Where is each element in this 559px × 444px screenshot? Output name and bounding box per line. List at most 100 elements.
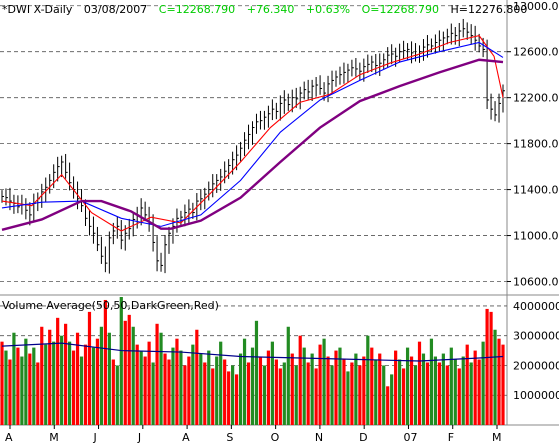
volume-bar: [52, 341, 56, 425]
volume-bar: [441, 353, 445, 425]
volume-bar: [290, 353, 294, 425]
volume-bar: [266, 350, 271, 425]
volume-bar: [457, 368, 461, 425]
volume-bar: [370, 347, 374, 425]
volume-bar: [231, 365, 235, 425]
volume-bar: [8, 359, 12, 425]
volume-bar: [346, 371, 350, 425]
price-tick-label: 12600.00: [513, 46, 559, 59]
volume-tick-label: 3000000: [513, 330, 559, 343]
volume-bar: [75, 332, 80, 425]
volume-bar: [386, 386, 390, 425]
volume-bar: [417, 341, 422, 425]
volume-bar: [159, 332, 163, 425]
x-tick-label: M: [492, 431, 502, 444]
volume-bar: [99, 326, 104, 425]
volume-bar: [115, 365, 119, 425]
ma-slow-line: [1, 58, 504, 231]
volume-bar: [366, 335, 370, 425]
volume-bar: [219, 341, 223, 425]
x-tick-label: F: [448, 431, 454, 444]
volume-bar: [481, 341, 485, 425]
volume-bar: [60, 335, 64, 425]
volume-bar: [493, 329, 497, 425]
volume-bar: [262, 365, 267, 425]
x-tick-label: O: [271, 431, 280, 444]
volume-bar: [302, 347, 306, 425]
date-label: 03/08/2007: [84, 3, 147, 16]
chart-header: *DWI X-Daily 03/08/2007 C=12268.790 +76.…: [2, 3, 527, 16]
volume-bar: [167, 359, 171, 425]
volume-bar: [374, 359, 378, 425]
volume-bar: [28, 353, 32, 425]
volume-bar: [294, 365, 298, 425]
volume-bar: [195, 329, 199, 425]
volume-bar: [282, 362, 286, 425]
volume-bar: [215, 356, 219, 425]
volume-bar: [123, 320, 127, 425]
volume-bar: [238, 353, 243, 425]
volume-bar: [20, 356, 24, 425]
volume-bar: [270, 341, 274, 425]
volume-bar: [378, 353, 382, 425]
volume-bar: [250, 347, 255, 425]
volume-bar: [32, 347, 36, 425]
price-tick-label: 10600.00: [513, 276, 559, 289]
volume-bar: [107, 332, 111, 425]
volume-bar: [187, 356, 191, 425]
x-tick-label: A: [5, 431, 13, 444]
volume-bar: [445, 365, 449, 425]
volume-bar: [501, 344, 505, 425]
volume-bar: [87, 311, 92, 425]
x-tick-label: J: [137, 431, 141, 444]
volume-bar: [135, 344, 139, 425]
pct-label: +0.63%: [306, 3, 350, 16]
x-tick-label: M: [49, 431, 59, 444]
volume-bar: [203, 362, 207, 425]
volume-tick-label: 2000000: [513, 359, 559, 372]
volume-bar: [394, 350, 398, 425]
volume-bar: [437, 362, 441, 425]
volume-bar: [326, 356, 330, 425]
volume-bar: [40, 326, 44, 425]
volume-bar: [95, 338, 100, 425]
x-tick-label: J: [93, 431, 97, 444]
volume-bar: [242, 338, 247, 425]
volume-bar: [155, 323, 159, 425]
moving-average-lines: [1, 35, 504, 232]
volume-bar: [127, 314, 131, 425]
volume-bar: [151, 362, 155, 425]
volume-bar: [79, 356, 84, 425]
price-y-ticks: 13000.00 12600.00 12200.00 11800.00 11400.00…: [507, 0, 559, 289]
volume-bar: [433, 356, 438, 425]
volume-bar: [477, 359, 481, 425]
volume-bar: [465, 344, 469, 425]
volume-bar: [390, 374, 394, 425]
volume-bar: [207, 350, 211, 425]
volume-bar: [278, 368, 282, 425]
x-tick-label: A: [182, 431, 190, 444]
volume-bar: [358, 365, 362, 425]
volume-bar: [246, 362, 251, 425]
volume-bar: [191, 344, 195, 425]
volume-bar: [36, 362, 40, 425]
volume-bar: [310, 353, 314, 425]
volume-bar: [119, 297, 123, 425]
volume-bar: [179, 350, 183, 425]
volume-bar: [354, 353, 358, 425]
x-ticks: A M J J A S O N D 07 F M: [5, 425, 502, 444]
volume-bar: [48, 329, 52, 425]
volume-bar: [199, 353, 203, 425]
price-tick-label: 11400.00: [513, 184, 559, 197]
volume-bar: [413, 365, 418, 425]
price-grid: [0, 5, 507, 282]
x-tick-label: D: [359, 431, 367, 444]
volume-bar: [24, 338, 28, 425]
volume-bar: [306, 362, 310, 425]
volume-bar: [453, 359, 457, 425]
volume-bar: [0, 341, 4, 425]
volume-bar: [175, 338, 179, 425]
volume-bar: [322, 338, 326, 425]
volume-bar: [382, 365, 386, 425]
volume-bar: [473, 350, 477, 425]
